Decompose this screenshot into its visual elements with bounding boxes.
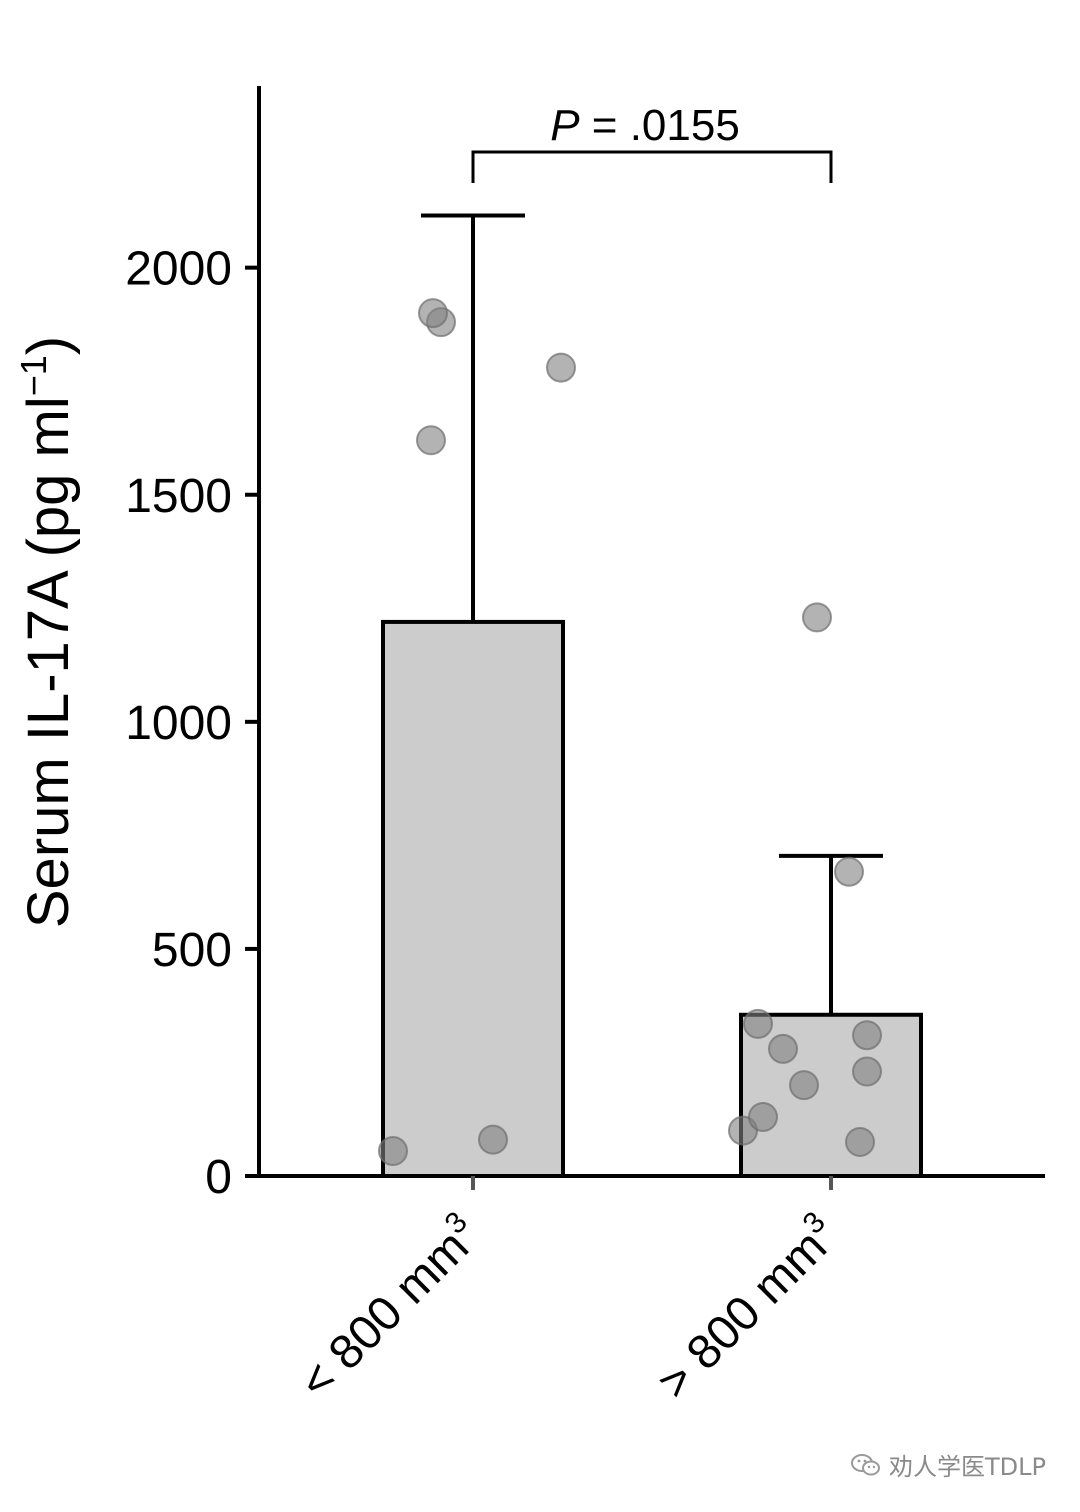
y-tick-label: 0 xyxy=(205,1151,232,1204)
y-axis-title: Serum IL-17A (pg ml−1) xyxy=(13,336,81,928)
x-ticks: < 800 mm3 > 800 mm3 xyxy=(287,1176,849,1409)
data-point xyxy=(478,1124,508,1155)
data-point xyxy=(802,602,832,633)
significance-bracket xyxy=(471,150,833,183)
significance-annotation: P = .0155 xyxy=(471,101,833,183)
data-point xyxy=(743,1008,773,1039)
data-point xyxy=(845,1126,875,1157)
svg-text:> 800 mm3: > 800 mm3 xyxy=(645,1205,849,1409)
watermark-text: 劝人学医TDLP xyxy=(889,1453,1046,1481)
x-tick-label-2: > 800 mm3 xyxy=(645,1205,849,1409)
y-tick-label: 1000 xyxy=(125,697,232,750)
axes xyxy=(257,86,1045,1178)
y-tick-label: 500 xyxy=(152,924,232,977)
data-point xyxy=(378,1136,408,1167)
x-tick-text: > 800 mm xyxy=(648,1220,837,1409)
plot-area xyxy=(378,213,923,1178)
data-point xyxy=(418,298,448,329)
p-label: P xyxy=(550,101,580,150)
data-point xyxy=(789,1070,819,1101)
data-point xyxy=(852,1056,882,1087)
data-point xyxy=(546,352,576,383)
watermark: 劝人学医TDLP xyxy=(851,1447,1046,1482)
y-tick-label: 1500 xyxy=(125,470,232,523)
svg-text:P = .0155: P = .0155 xyxy=(550,101,740,150)
y-axis-label: Serum IL-17A (pg ml xyxy=(16,396,81,928)
data-point xyxy=(852,1020,882,1051)
data-point xyxy=(768,1033,798,1064)
wechat-icon xyxy=(851,1453,881,1475)
svg-text:Serum IL-17A (pg ml−1): Serum IL-17A (pg ml−1) xyxy=(13,336,81,928)
y-ticks: 0 500 1000 1500 2000 xyxy=(125,243,259,1204)
y-axis-label-close: ) xyxy=(16,336,81,355)
bar-2 xyxy=(739,1012,923,1178)
data-point xyxy=(748,1101,778,1132)
x-tick-text: < 800 mm xyxy=(290,1220,479,1409)
y-axis-unit-exponent: −1 xyxy=(13,355,54,396)
y-tick-label: 2000 xyxy=(125,243,232,296)
p-value: = .0155 xyxy=(580,101,740,150)
data-point xyxy=(834,856,864,887)
data-point xyxy=(416,425,446,456)
x-tick-label-1: < 800 mm3 xyxy=(287,1205,491,1409)
svg-text:< 800 mm3: < 800 mm3 xyxy=(287,1205,491,1409)
bar-1 xyxy=(381,619,565,1178)
